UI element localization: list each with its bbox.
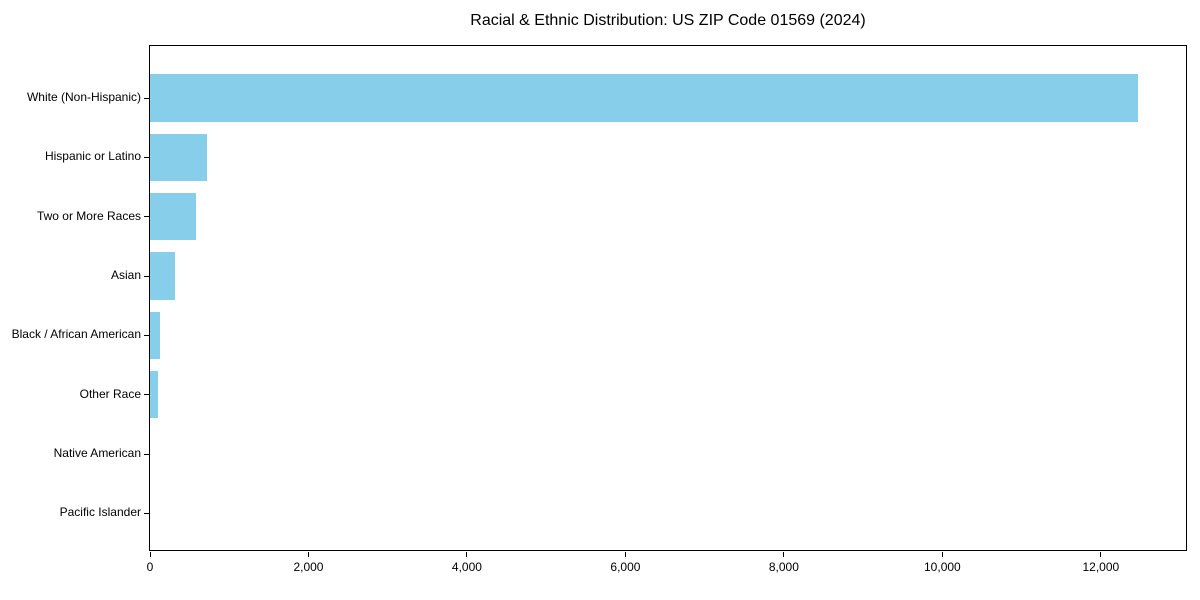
y-axis-tick [144, 453, 149, 455]
x-tick-label: 0 [146, 560, 154, 574]
y-axis-tick [144, 216, 149, 218]
x-tick-label: 8,000 [768, 560, 799, 574]
y-tick-label: Two or More Races [36, 208, 141, 223]
y-tick-label: Asian [110, 268, 141, 283]
y-tick-label: Black / African American [11, 327, 141, 342]
y-axis-tick [144, 334, 149, 336]
y-tick-label: Other Race [79, 386, 141, 401]
y-axis-tick [144, 512, 149, 514]
x-axis-tick [783, 552, 785, 557]
y-axis-tick [144, 97, 149, 99]
y-tick-label: Hispanic or Latino [44, 149, 141, 164]
x-axis-tick [1100, 552, 1102, 557]
y-tick-label: Native American [53, 446, 141, 461]
x-axis-tick [149, 552, 151, 557]
x-tick-label: 12,000 [1082, 560, 1120, 574]
x-axis-tick [466, 552, 468, 557]
y-axis-tick [144, 275, 149, 277]
bar [150, 192, 196, 241]
bar [150, 311, 160, 360]
y-axis-tick [144, 156, 149, 158]
bar [150, 133, 207, 182]
bar [150, 252, 175, 300]
y-tick-label: White (Non-Hispanic) [26, 90, 141, 104]
y-tick-label: Pacific Islander [59, 505, 141, 520]
x-tick-label: 2,000 [293, 560, 324, 574]
bar [150, 370, 158, 419]
y-axis-tick [144, 394, 149, 396]
x-tick-label: 4,000 [451, 560, 482, 574]
x-axis-tick [624, 552, 626, 557]
x-tick-label: 6,000 [610, 560, 641, 574]
x-axis-tick [941, 552, 943, 557]
x-tick-label: 10,000 [924, 560, 961, 574]
x-axis-tick [307, 552, 309, 557]
chart-title: Racial & Ethnic Distribution: US ZIP Cod… [470, 12, 866, 29]
plot-area: 0 2,000 4,000 6,000 8,000 10,000 12,000 [144, 45, 1187, 574]
bar [150, 74, 1138, 122]
